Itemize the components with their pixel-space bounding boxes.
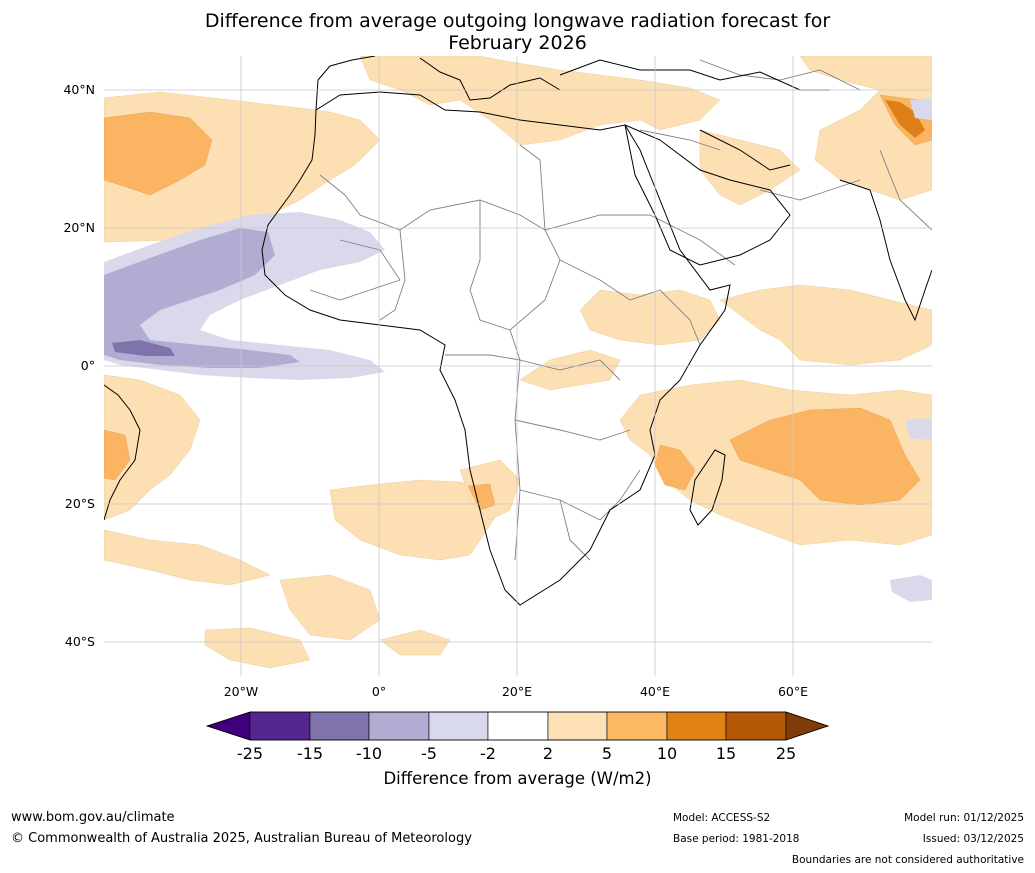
south-america-warm-region (104, 374, 201, 521)
equatorial-atlantic-cool-core (112, 340, 175, 356)
south-atlantic-warm-region-b (329, 479, 501, 561)
colorbar-bin (547, 711, 608, 741)
map-area (104, 56, 932, 669)
colorbar-tick: -25 (236, 744, 264, 763)
footer-model-run: Model run: 01/12/2025 (904, 812, 1024, 824)
north-atlantic-strong-warm (104, 111, 213, 196)
colorbar-bin (368, 711, 430, 741)
colorbar-bin (666, 711, 727, 741)
colorbar-tick: -5 (421, 744, 437, 763)
colorbar-tick: 5 (601, 744, 613, 763)
footer-model: Model: ACCESS-S2 (673, 812, 771, 824)
lon-label-60e: 60°E (777, 684, 809, 699)
south-atlantic-warm-region-d (204, 627, 311, 669)
footer-website-link[interactable]: www.bom.gov.au/climate (11, 810, 175, 825)
south-atlantic-warm-region-a (104, 529, 271, 586)
footer-base-period: Base period: 1981-2018 (673, 833, 800, 845)
lon-label-0: 0° (371, 684, 387, 699)
colorbar-tick: -10 (355, 744, 383, 763)
colorbar-extend-low (206, 711, 251, 741)
tropical-atlantic-cool-core (104, 228, 300, 368)
lon-label-20w: 20°W (223, 684, 259, 699)
arabian-sea-warm-region (719, 284, 932, 366)
lat-label-40n: 40°N (63, 82, 95, 97)
strongest-positive-anomaly-regions (885, 100, 925, 138)
strong-positive-anomaly-regions (104, 94, 932, 511)
indian-ocean-strong-warm (729, 407, 921, 506)
moderate-negative-anomaly-regions (104, 228, 300, 368)
title-line-2: February 2026 (448, 32, 587, 54)
footer-disclaimer: Boundaries are not considered authoritat… (791, 854, 1024, 866)
colorbar-tick: -2 (480, 744, 496, 763)
footer-issued: Issued: 03/12/2025 (922, 833, 1024, 845)
lon-label-40e: 40°E (639, 684, 671, 699)
colorbar-tick: -15 (296, 744, 324, 763)
colorbar-extend-high (785, 711, 829, 741)
country-borders (309, 59, 932, 561)
colorbar-bin (487, 711, 549, 741)
graticule (104, 56, 932, 676)
south-america-coast (104, 384, 141, 521)
colorbar-bin (606, 711, 668, 741)
central-africa-warm-region (519, 349, 621, 391)
lon-label-20e: 20°E (501, 684, 533, 699)
india-coast (839, 179, 932, 322)
persian-gulf-coast (699, 129, 791, 171)
colorbar-bin (725, 711, 787, 741)
madagascar-coast (689, 449, 726, 526)
colorbar-bin (428, 711, 489, 741)
title-line-1: Difference from average outgoing longwav… (204, 10, 831, 32)
colorbar-tick: 25 (775, 744, 797, 763)
colorbar-label: Difference from average (W/m2) (383, 769, 652, 788)
south-atlantic-warm-region-c (279, 574, 381, 641)
south-atlantic-warm-region-e (379, 629, 451, 656)
lat-label-20s: 20°S (64, 496, 95, 511)
anomaly-map (104, 56, 932, 676)
colorbar-bin (309, 711, 370, 741)
mediterranean-warm-region (359, 56, 721, 146)
lat-label-20n: 20°N (63, 220, 95, 235)
footer-copyright: © Commonwealth of Australia 2025, Austra… (11, 831, 472, 846)
colorbar-bin (249, 711, 311, 741)
colorbar-outline (205, 711, 830, 741)
asia-strongest-warm (885, 100, 925, 138)
strong-negative-anomaly-regions (112, 340, 175, 356)
south-america-strong-warm (104, 429, 131, 481)
colorbar-tick: 2 (542, 744, 554, 763)
colorbar-tick: 15 (715, 744, 737, 763)
lat-label-40s: 40°S (64, 634, 95, 649)
map-title: Difference from average outgoing longwav… (0, 10, 1035, 54)
africa-coast (261, 91, 731, 606)
southern-indian-cool-region (890, 575, 932, 602)
asia-cool-region (910, 98, 932, 120)
sahel-east-warm-region (579, 289, 721, 346)
colorbar-tick: 10 (656, 744, 678, 763)
east-indian-cool-region (905, 418, 932, 440)
arabia-warm-region (699, 129, 801, 206)
lat-label-equator: 0° (80, 358, 95, 373)
